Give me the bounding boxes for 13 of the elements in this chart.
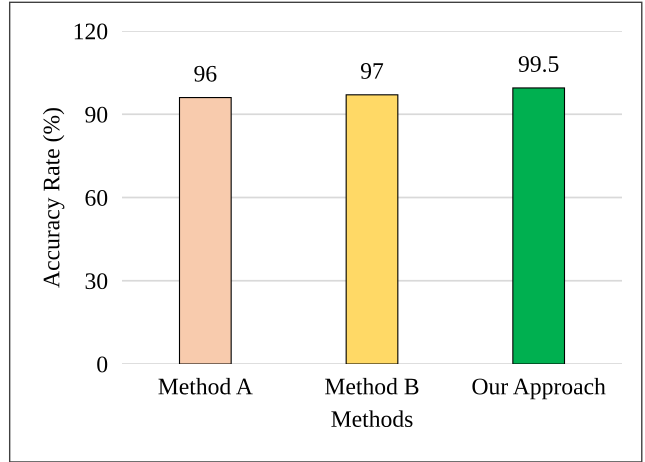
y-tick-label: 120	[74, 23, 108, 40]
x-tick-label: Method A	[158, 378, 253, 395]
x-tick-label: Method B	[325, 378, 418, 395]
data-label: 97	[360, 63, 384, 79]
y-tick-label: 0	[97, 356, 108, 372]
y-tick-label: 90	[85, 106, 108, 123]
data-label: 99.5	[518, 56, 558, 72]
x-tick-label: Our Approach	[472, 378, 606, 400]
y-tick-label: 60	[86, 190, 108, 206]
data-label: 96	[194, 66, 216, 82]
y-tick-label: 30	[86, 273, 108, 290]
x-axis-title: Methods	[331, 410, 412, 428]
y-axis-title: Accuracy Rate (%)	[42, 108, 64, 288]
